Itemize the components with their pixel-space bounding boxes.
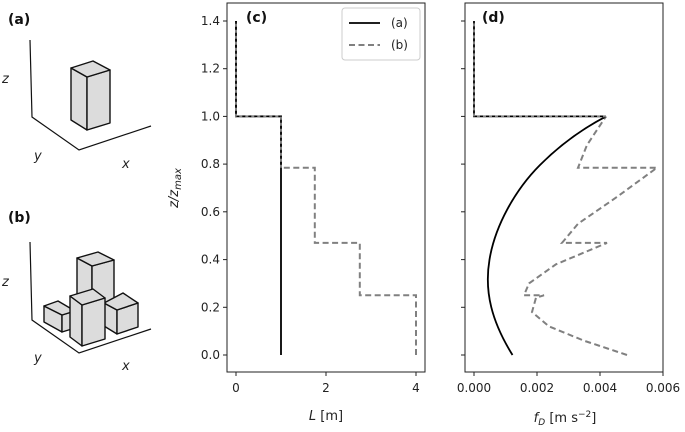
y-axis-label-b: y bbox=[33, 351, 42, 366]
svg-text:0.8: 0.8 bbox=[201, 157, 220, 171]
x-tick-labels-c: 0 2 4 bbox=[232, 381, 420, 395]
panel-a-schematic: (a) z y x bbox=[1, 12, 152, 172]
x-axis-label-c: L [m] bbox=[309, 409, 343, 424]
x-axis-label-d: fD [m s−2] bbox=[534, 410, 597, 428]
x-tick-labels-d: 0.000 0.002 0.004 0.006 bbox=[457, 381, 680, 395]
panel-c-plot: 0.0 0.2 0.4 0.6 0.8 1.0 1.2 1.4 0 2 4 z/… bbox=[167, 2, 426, 424]
panel-d-label: (d) bbox=[482, 10, 505, 26]
y-axis-label: z/zmax bbox=[167, 168, 184, 209]
y-axis-label-a: y bbox=[33, 149, 42, 164]
svg-text:1.0: 1.0 bbox=[201, 109, 220, 123]
svg-text:4: 4 bbox=[412, 381, 420, 395]
x-axis-label-a: x bbox=[121, 157, 130, 172]
z-axis-label-b: z bbox=[1, 275, 10, 290]
svg-text:0.002: 0.002 bbox=[520, 381, 554, 395]
svg-text:0.6: 0.6 bbox=[201, 205, 220, 219]
svg-text:1.4: 1.4 bbox=[201, 14, 220, 28]
series-b-line-c bbox=[235, 21, 417, 355]
svg-text:0.004: 0.004 bbox=[583, 381, 617, 395]
series-overlap-c bbox=[235, 21, 282, 168]
y-ticks-d bbox=[461, 20, 465, 356]
blocks-b bbox=[43, 251, 139, 347]
axes-3d-a bbox=[29, 39, 152, 151]
svg-text:0: 0 bbox=[232, 381, 240, 395]
svg-text:0.0: 0.0 bbox=[201, 348, 220, 362]
legend: (a) (b) bbox=[341, 7, 421, 61]
legend-label-a: (a) bbox=[391, 16, 408, 30]
panel-b-label: (b) bbox=[8, 210, 31, 226]
panel-d-plot: 0.000 0.002 0.004 0.006 fD [m s−2] (d) bbox=[457, 2, 680, 428]
y-ticks-c bbox=[223, 20, 227, 356]
svg-text:2: 2 bbox=[322, 381, 330, 395]
svg-text:0.4: 0.4 bbox=[201, 253, 220, 267]
axes-3d-b bbox=[29, 241, 152, 354]
legend-label-b: (b) bbox=[391, 38, 408, 52]
svg-text:0.000: 0.000 bbox=[457, 381, 491, 395]
svg-text:0.2: 0.2 bbox=[201, 300, 220, 314]
z-axis-label-a: z bbox=[1, 72, 10, 87]
svg-text:0.006: 0.006 bbox=[646, 381, 680, 395]
block-a bbox=[70, 60, 111, 131]
y-tick-labels-c: 0.0 0.2 0.4 0.6 0.8 1.0 1.2 1.4 bbox=[201, 14, 220, 362]
panel-b-schematic: (b) z y x bbox=[1, 210, 152, 374]
x-ticks-d bbox=[473, 372, 664, 376]
svg-text:1.2: 1.2 bbox=[201, 62, 220, 76]
series-overlap-d bbox=[473, 21, 606, 118]
legend-box bbox=[341, 7, 421, 61]
plot-frame-c bbox=[226, 2, 426, 373]
x-ticks-c bbox=[235, 372, 417, 376]
panel-a-label: (a) bbox=[8, 12, 30, 28]
x-axis-label-b: x bbox=[121, 359, 130, 374]
series-b-line-d bbox=[522, 115, 661, 356]
series-a-line-d bbox=[486, 115, 607, 356]
panel-c-label: (c) bbox=[246, 10, 267, 26]
